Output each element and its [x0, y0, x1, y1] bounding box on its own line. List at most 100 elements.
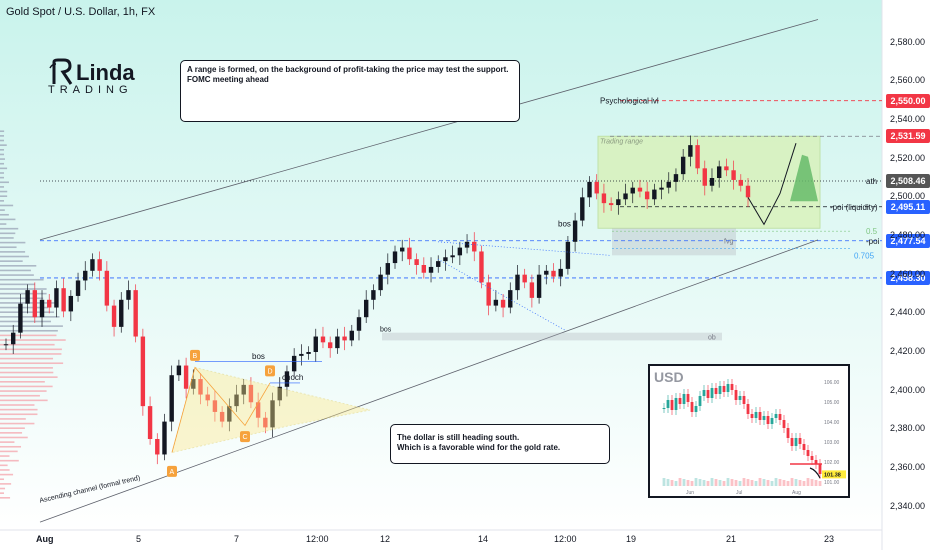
y-tick-label: 2,520.00: [890, 152, 926, 163]
inset-candle-body: [734, 390, 738, 400]
inset-candle-body: [714, 388, 718, 394]
volume-profile-bar: [0, 329, 58, 332]
inset-volume-bar: [802, 481, 806, 486]
candle-body: [385, 263, 391, 275]
candle-body: [270, 400, 275, 428]
inset-candle-body: [698, 396, 702, 406]
candle-body: [688, 145, 693, 157]
inset-volume-bar: [718, 480, 722, 486]
inset-volume-bar: [762, 479, 766, 486]
volume-profile-bar: [0, 441, 15, 443]
inset-volume-bar: [758, 478, 762, 486]
inset-volume-bar: [790, 478, 794, 486]
candle-body: [745, 185, 751, 198]
candle-body: [327, 342, 333, 349]
candle-body: [155, 439, 160, 455]
candle-body: [407, 247, 412, 260]
volume-profile-bar: [0, 487, 6, 490]
candle-body: [47, 299, 52, 308]
volume-profile-bar: [0, 237, 14, 239]
candle-body: [522, 274, 527, 283]
volume-profile-bar: [0, 149, 4, 151]
inset-candle-body: [782, 420, 786, 428]
price-tag[interactable]: 2,495.11: [886, 199, 930, 214]
callout-dollar-note: The dollar is still heading south. Which…: [390, 424, 610, 464]
y-tick-label: 2,480.00: [890, 230, 926, 240]
volume-profile-bar: [0, 394, 40, 397]
inset-candle-body: [706, 390, 710, 398]
candle-body: [464, 241, 470, 248]
pattern-point-label: B: [193, 353, 198, 360]
candle-body: [342, 336, 347, 341]
volume-profile-bar: [0, 492, 4, 494]
price-tag[interactable]: 2,477.54: [886, 233, 930, 248]
inset-candle-body: [806, 450, 810, 456]
price-tag[interactable]: 2,508.46: [886, 173, 930, 188]
inset-volume-bar: [686, 480, 690, 486]
volume-profile-bar: [0, 213, 9, 216]
volume-profile-bar: [0, 176, 4, 179]
inset-candle-body: [686, 394, 690, 402]
price-tag[interactable]: 2,531.59: [886, 129, 930, 144]
volume-profile-bar: [0, 316, 60, 318]
inset-volume-bar: [770, 481, 774, 486]
psych-level-label: Psychological lvl: [600, 97, 659, 106]
pattern-point-marker: [190, 349, 200, 361]
inset-volume-bar: [698, 479, 702, 486]
volume-profile-bar: [0, 292, 47, 295]
volume-profile-bar: [0, 399, 48, 402]
inset-candle-body: [810, 456, 814, 460]
volume-profile-bar: [0, 269, 31, 272]
inset-volume-bar: [666, 479, 670, 486]
callout-range-text: A range is formed, on the background of …: [187, 65, 509, 84]
inset-volume-bar: [710, 478, 714, 486]
pattern-point-marker: [167, 465, 177, 477]
inset-candle-body: [814, 460, 818, 464]
callout-dollar-line2: Which is a favorable wind for the gold r…: [397, 443, 561, 452]
volume-profile-bar: [0, 251, 26, 253]
candle-body: [147, 406, 153, 439]
volume-profile-bar: [0, 130, 5, 133]
candle-body: [695, 145, 700, 169]
volume-profile-bar: [0, 385, 53, 388]
candle-body: [3, 344, 9, 346]
volume-profile-bar: [0, 445, 22, 448]
candle-body: [191, 379, 196, 389]
volume-profile-bar: [0, 265, 37, 267]
inset-y-label: 105.00: [824, 400, 840, 406]
candle-body: [140, 336, 146, 407]
candle-body: [83, 270, 88, 281]
inset-candle-body: [702, 390, 706, 396]
volume-profile-bar: [0, 464, 8, 467]
bos-top-label: bos: [558, 219, 571, 228]
candle-body: [724, 166, 729, 171]
price-tag[interactable]: 2,458.30: [886, 270, 930, 285]
inset-volume-bar: [794, 479, 798, 486]
candle-body: [104, 270, 110, 306]
inset-volume-bar: [742, 478, 746, 486]
candle-body: [536, 274, 542, 298]
y-tick-label: 2,560.00: [890, 75, 926, 86]
candle-body: [241, 384, 246, 395]
price-tag[interactable]: 2,550.00: [886, 93, 930, 108]
candle-body: [378, 274, 383, 291]
inset-y-label: 104.00: [824, 420, 840, 426]
inset-candle-body: [726, 384, 730, 392]
candle-body: [248, 384, 254, 403]
candle-body: [630, 187, 635, 194]
volume-profile-bar: [0, 334, 57, 337]
volume-profile-bar: [0, 209, 5, 211]
y-tick-label: 2,380.00: [890, 423, 926, 434]
inset-volume-bar: [714, 479, 718, 486]
x-tick-label: 23: [824, 534, 835, 544]
ath-label: ath: [866, 177, 877, 186]
volume-profile-bar: [0, 339, 66, 341]
candle-body: [111, 305, 117, 327]
inset-candle-body: [682, 394, 686, 404]
usd-inset-chart[interactable]: USD 106.00 105.00 104.00 103.00 102.00 101.00…: [648, 364, 850, 498]
symbol-title[interactable]: Gold Spot / U.S. Dollar, 1h, FX: [6, 6, 156, 18]
volume-profile-bar: [0, 497, 11, 499]
candle-body: [731, 170, 736, 180]
inset-candle-body: [670, 400, 674, 410]
inset-candle-body: [750, 414, 754, 418]
